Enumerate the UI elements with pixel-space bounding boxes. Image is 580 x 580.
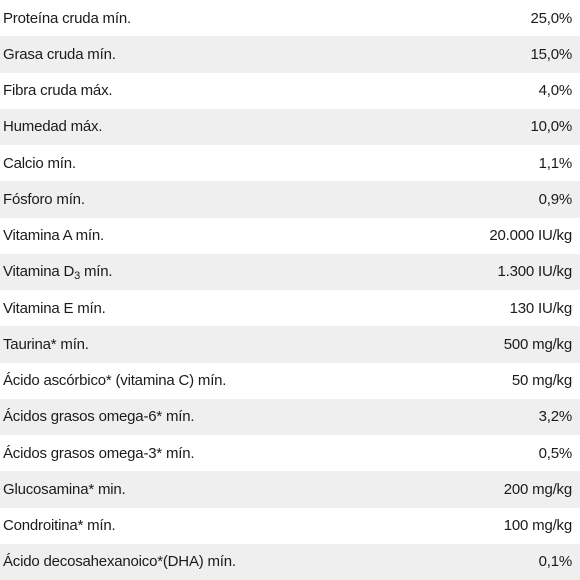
row-label: Fibra cruda máx.	[3, 82, 113, 100]
table-row: Condroitina* mín. 100 mg/kg	[0, 507, 580, 544]
row-label: Ácido decosahexanoico*(DHA) mín.	[3, 553, 236, 571]
row-label: Condroitina* mín.	[3, 517, 116, 535]
row-value: 200 mg/kg	[503, 480, 572, 498]
row-label: Vitamina A mín.	[3, 227, 104, 245]
row-label: Grasa cruda mín.	[3, 45, 116, 63]
row-value: 15,0%	[530, 45, 572, 63]
row-value: 0,5%	[538, 444, 573, 462]
row-label: Ácidos grasos omega-3* mín.	[3, 444, 195, 462]
row-value: 0,9%	[538, 190, 573, 208]
table-row: Ácidos grasos omega-6* mín. 3,2%	[0, 398, 580, 435]
table-row: Fósforo mín. 0,9%	[0, 181, 580, 218]
label-text: Vitamina D	[3, 263, 75, 281]
row-label: Humedad máx.	[3, 118, 103, 136]
row-value: 20.000 IU/kg	[489, 227, 572, 245]
table-row: Ácidos grasos omega-3* mín. 0,5%	[0, 435, 580, 472]
row-label: Ácido ascórbico* (vitamina C) mín.	[3, 372, 227, 390]
table-row: Taurina* mín. 500 mg/kg	[0, 326, 580, 363]
table-row: Glucosamina* min. 200 mg/kg	[0, 471, 580, 508]
row-value: 50 mg/kg	[511, 372, 572, 390]
row-value: 1.300 IU/kg	[497, 263, 572, 281]
label-suffix: mín.	[80, 263, 113, 281]
row-value: 130 IU/kg	[509, 299, 573, 317]
row-label: Vitamina D3 mín.	[3, 263, 113, 283]
row-value: 3,2%	[538, 408, 573, 426]
table-row: Humedad máx. 10,0%	[0, 108, 580, 145]
row-value: 100 mg/kg	[503, 517, 572, 535]
row-value: 0,1%	[538, 553, 573, 571]
row-label: Vitamina E mín.	[3, 299, 106, 317]
table-row: Fibra cruda máx. 4,0%	[0, 72, 580, 109]
row-label: Calcio mín.	[3, 154, 76, 172]
label-subscript: 3	[74, 270, 81, 283]
table-row: Vitamina A mín. 20.000 IU/kg	[0, 217, 580, 254]
row-value: 500 mg/kg	[503, 335, 572, 353]
table-row: Grasa cruda mín. 15,0%	[0, 36, 580, 73]
row-value: 25,0%	[530, 9, 572, 27]
row-value: 10,0%	[530, 118, 572, 136]
table-row: Ácido decosahexanoico*(DHA) mín. 0,1%	[0, 543, 580, 580]
row-label: Glucosamina* min.	[3, 480, 126, 498]
row-label: Fósforo mín.	[3, 190, 85, 208]
row-label: Ácidos grasos omega-6* mín.	[3, 408, 195, 426]
table-row: Proteína cruda mín. 25,0%	[0, 0, 580, 37]
table-row: Calcio mín. 1,1%	[0, 145, 580, 182]
table-row: Vitamina E mín. 130 IU/kg	[0, 290, 580, 327]
row-value: 1,1%	[538, 154, 573, 172]
table-row: Vitamina D3 mín. 1.300 IU/kg	[0, 253, 580, 290]
row-value: 4,0%	[538, 82, 573, 100]
row-label: Proteína cruda mín.	[3, 9, 131, 27]
row-label: Taurina* mín.	[3, 335, 89, 353]
table-row: Ácido ascórbico* (vitamina C) mín. 50 mg…	[0, 362, 580, 399]
